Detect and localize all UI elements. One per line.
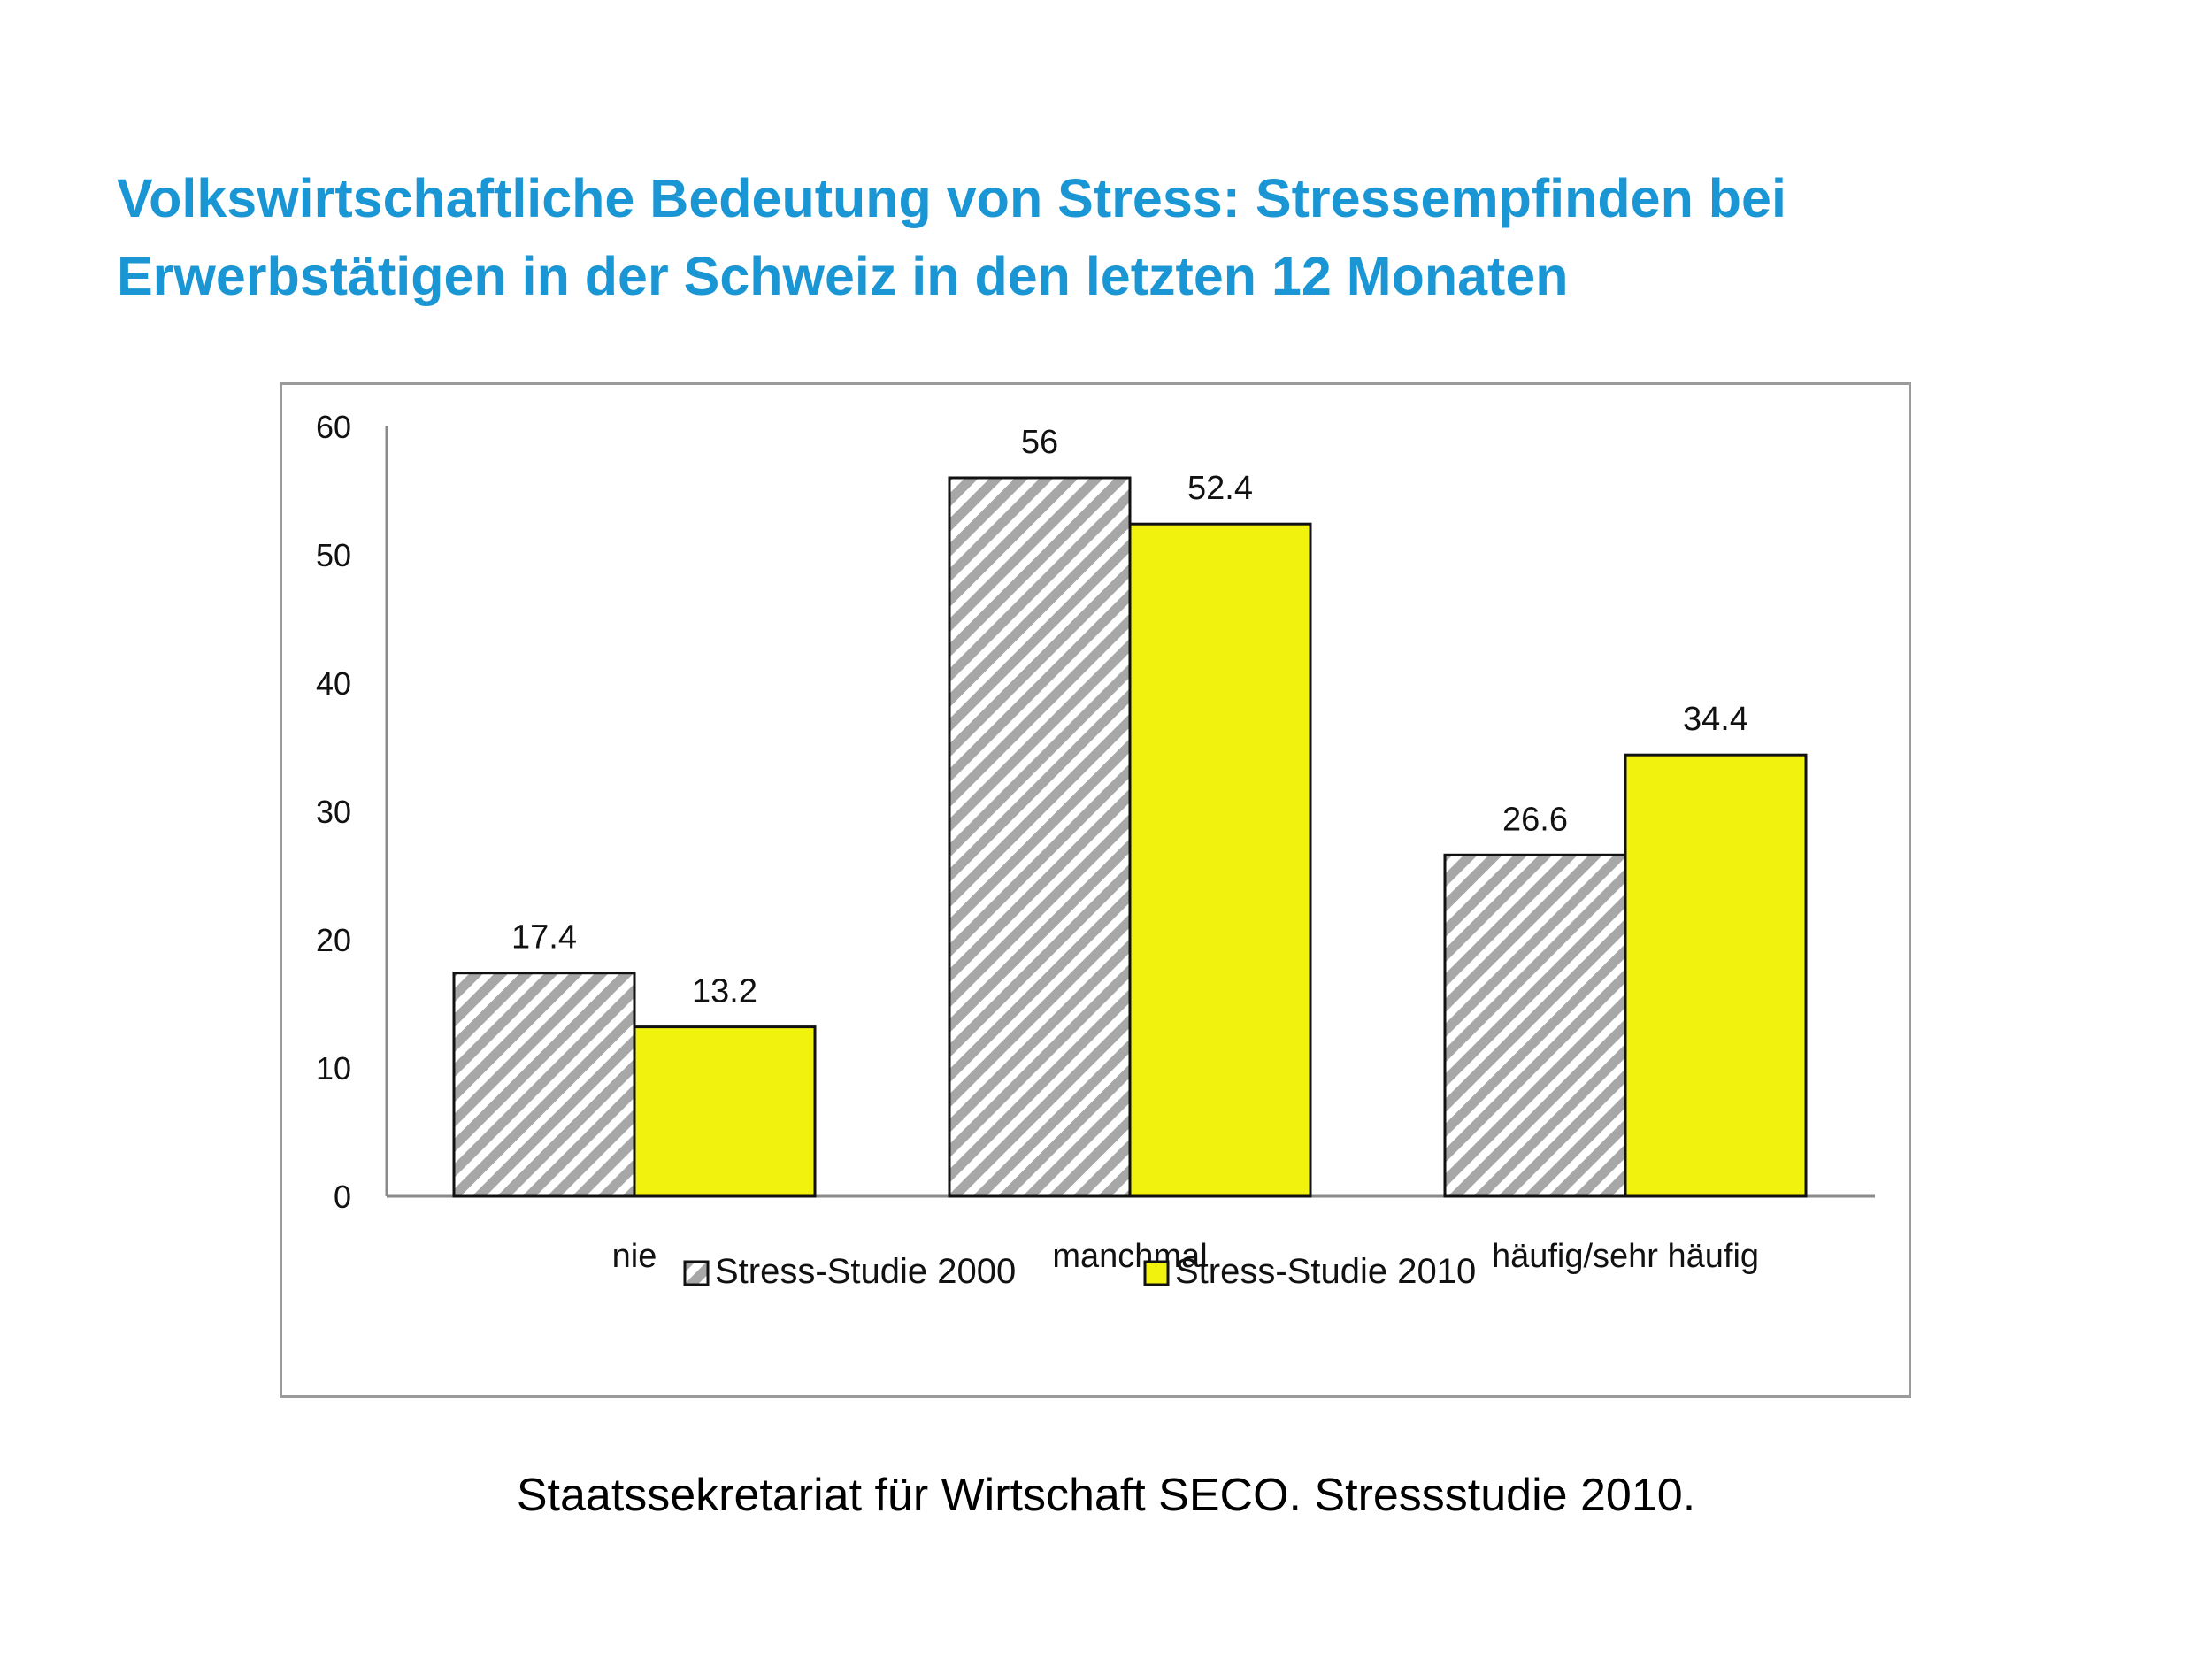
bar-2000 xyxy=(948,476,1132,1198)
data-label: 56 xyxy=(1021,424,1058,461)
bar-2010 xyxy=(1128,522,1312,1198)
legend-swatch-2000 xyxy=(683,1260,710,1286)
data-label: 34.4 xyxy=(1683,701,1748,738)
x-category-label: häufig/sehr häufig xyxy=(1492,1238,1759,1275)
legend-swatch-2010 xyxy=(1143,1260,1170,1286)
y-tick-label: 40 xyxy=(316,665,351,702)
y-tick-label: 30 xyxy=(316,794,351,830)
legend-label-2000: Stress-Studie 2000 xyxy=(715,1252,1016,1291)
bar-2010 xyxy=(1624,753,1808,1198)
slide-title-line-2: Erwerbstätigen in der Schweiz in den let… xyxy=(117,246,1569,306)
chart-frame: 0 10 20 30 40 50 60 17.4 13.2 nie 56 52.4 manchmal 26… xyxy=(280,382,1911,1398)
slide-title: Volkswirtschaftliche Bedeutung von Stres… xyxy=(117,159,2108,315)
y-tick-label: 50 xyxy=(316,537,351,573)
data-label: 13.2 xyxy=(692,973,757,1010)
data-label: 17.4 xyxy=(511,919,577,956)
y-tick-label: 0 xyxy=(334,1179,351,1215)
bar-2010 xyxy=(633,1025,817,1198)
legend-label-2010: Stress-Studie 2010 xyxy=(1175,1252,1476,1291)
x-category-label: nie xyxy=(612,1238,657,1275)
x-category-label: manchmal xyxy=(1052,1238,1207,1275)
slide-title-line-1: Volkswirtschaftliche Bedeutung von Stres… xyxy=(117,168,1786,228)
data-label: 52.4 xyxy=(1187,470,1253,507)
data-label: 26.6 xyxy=(1502,801,1568,838)
bar-2000 xyxy=(452,972,636,1198)
source-citation: Staatssekretariat für Wirtschaft SECO. S… xyxy=(516,1470,1696,1521)
y-tick-label: 60 xyxy=(316,409,351,445)
bar-2000 xyxy=(1443,853,1627,1198)
y-tick-label: 10 xyxy=(316,1050,351,1087)
bar-chart: 0 10 20 30 40 50 60 17.4 13.2 nie 56 52.4 manchmal 26… xyxy=(316,409,1875,1291)
y-tick-label: 20 xyxy=(316,922,351,958)
